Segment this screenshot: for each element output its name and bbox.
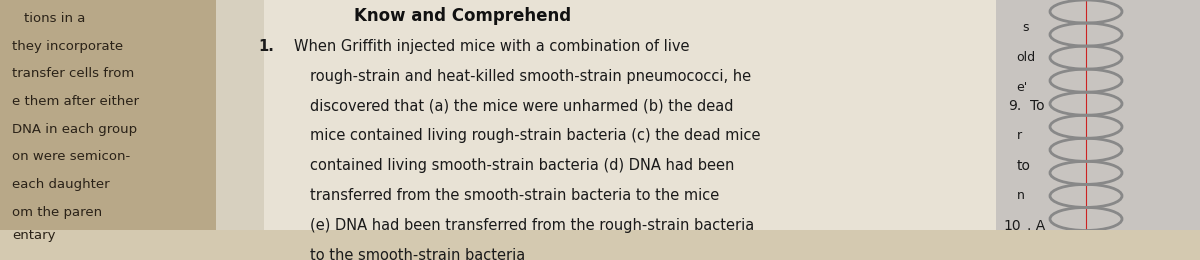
Text: . A: . A: [1027, 219, 1045, 233]
FancyBboxPatch shape: [996, 0, 1200, 230]
Text: on were semicon-: on were semicon-: [12, 150, 131, 163]
Text: transfer cells from: transfer cells from: [12, 67, 134, 80]
Text: to: to: [1016, 159, 1031, 173]
Text: rough-strain and heat-killed smooth-strain pneumococci, he: rough-strain and heat-killed smooth-stra…: [310, 69, 751, 83]
Text: entary: entary: [12, 229, 55, 242]
Text: When Griffith injected mice with a combination of live: When Griffith injected mice with a combi…: [294, 38, 690, 54]
Text: e them after either: e them after either: [12, 95, 139, 108]
Text: n: n: [1016, 189, 1025, 202]
Text: s: s: [1022, 21, 1028, 34]
Text: mice contained living rough-strain bacteria (c) the dead mice: mice contained living rough-strain bacte…: [310, 128, 760, 144]
Text: discovered that (a) the mice were unharmed (b) the dead: discovered that (a) the mice were unharm…: [310, 99, 733, 114]
Text: om the paren: om the paren: [12, 206, 102, 219]
Text: e': e': [1016, 81, 1027, 94]
Text: To: To: [1030, 99, 1044, 113]
Text: contained living smooth-strain bacteria (d) DNA had been: contained living smooth-strain bacteria …: [310, 158, 734, 173]
Text: each daughter: each daughter: [12, 178, 109, 191]
Text: 10: 10: [1003, 219, 1021, 233]
Polygon shape: [216, 0, 264, 230]
Text: (e) DNA had been transferred from the rough-strain bacteria: (e) DNA had been transferred from the ro…: [310, 218, 754, 233]
FancyBboxPatch shape: [0, 0, 216, 230]
Text: they incorporate: they incorporate: [12, 40, 124, 53]
Text: tions in a: tions in a: [24, 12, 85, 25]
FancyBboxPatch shape: [216, 0, 996, 230]
Text: old: old: [1016, 51, 1036, 64]
Text: 1.: 1.: [258, 38, 274, 54]
Text: DNA in each group: DNA in each group: [12, 122, 137, 135]
Text: transferred from the smooth-strain bacteria to the mice: transferred from the smooth-strain bacte…: [310, 188, 719, 203]
Text: Know and Comprehend: Know and Comprehend: [354, 7, 571, 25]
Text: 9.: 9.: [1008, 99, 1021, 113]
Text: r: r: [1016, 129, 1021, 142]
Text: to the smooth-strain bacteria: to the smooth-strain bacteria: [310, 248, 524, 260]
